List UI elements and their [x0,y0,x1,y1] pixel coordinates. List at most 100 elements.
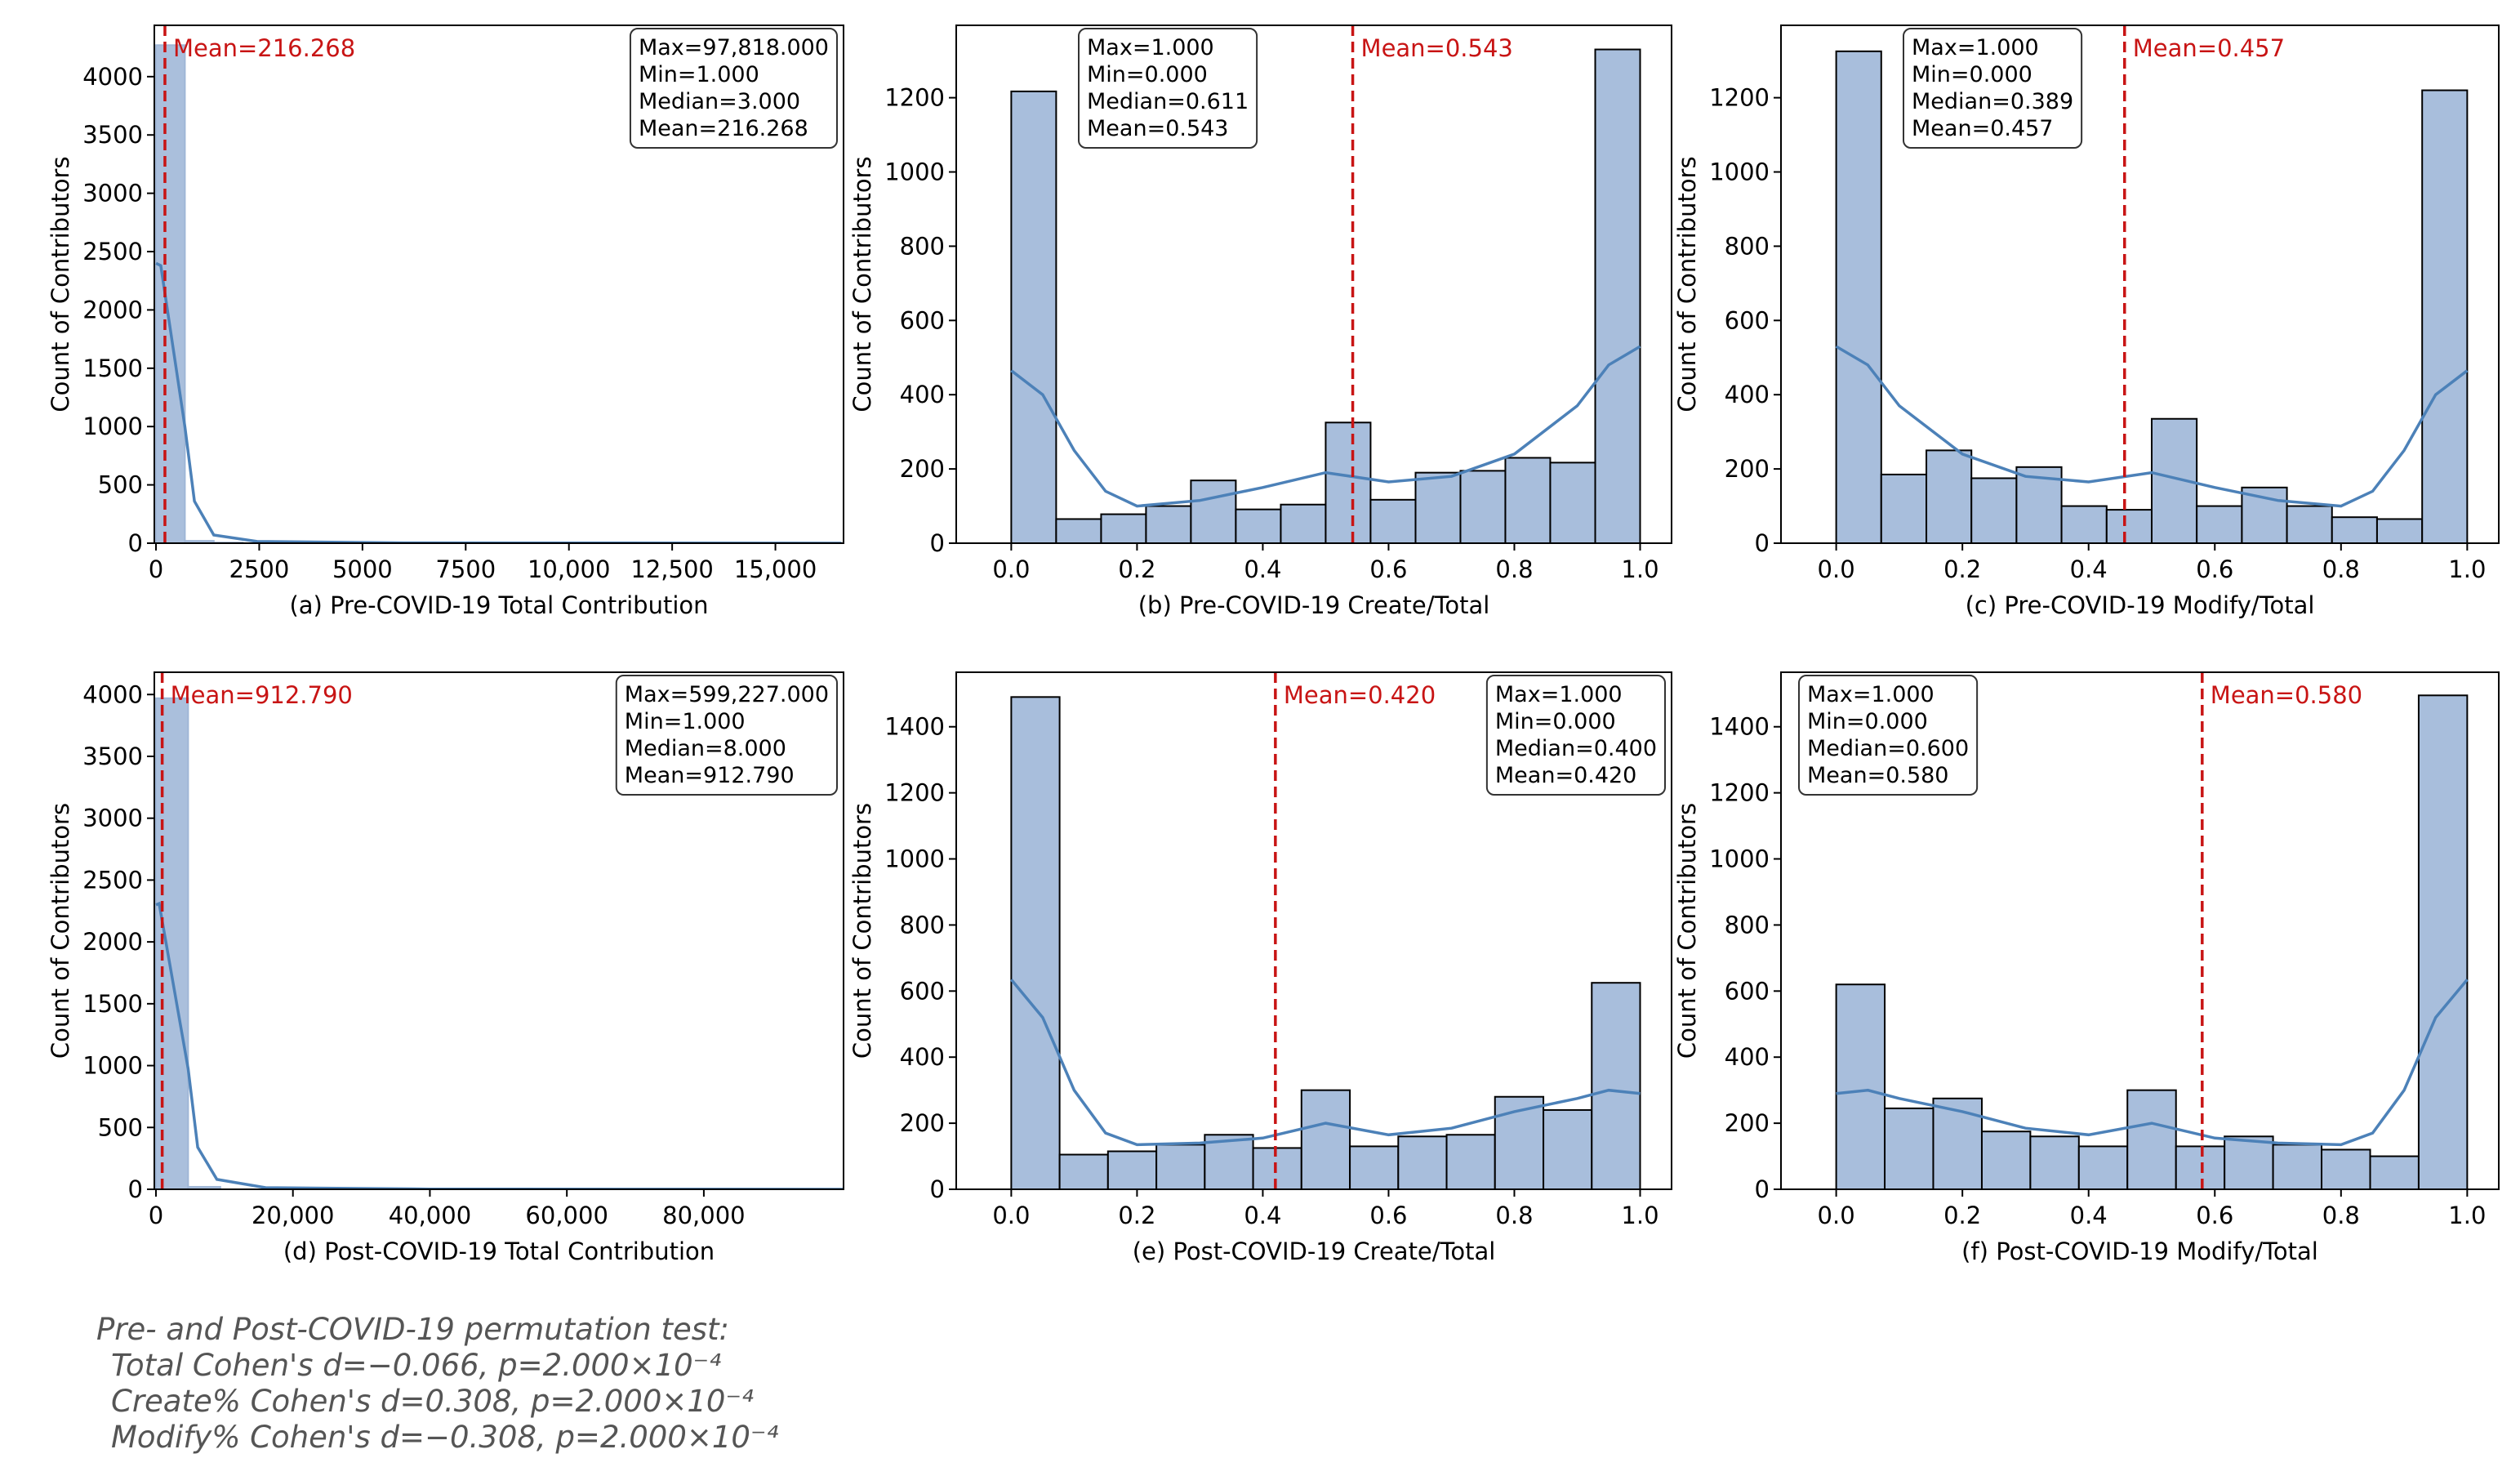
bar [1325,421,1372,543]
kde-line [1835,345,2469,508]
bar [1835,983,1886,1189]
x-tick-label: 10,000 [528,555,610,583]
bar [1504,457,1552,543]
stats-line: Min=1.000 [639,62,759,87]
x-tick-label: 0.2 [1943,1202,1981,1229]
bar [2286,505,2333,543]
y-tick-label: 1200 [1709,84,1770,112]
stats-line: Max=1.000 [1912,35,2039,60]
y-tick-label: 0 [1755,1175,1770,1203]
stats-line: Min=1.000 [625,709,746,734]
stats-line: Median=3.000 [639,89,800,114]
x-tick-label: 12,500 [630,555,713,583]
stats-line: Median=0.389 [1912,89,2073,114]
x-tick-label: 5000 [332,555,393,583]
x-tick-label: 0 [149,1202,163,1229]
x-tick-label: 0.8 [2322,555,2360,583]
bar [2077,1145,2129,1189]
bar [1300,1089,1351,1189]
mean-label: Mean=912.790 [171,681,353,709]
y-tick-label: 0 [1755,529,1770,557]
x-tick-label: 15,000 [734,555,817,583]
x-tick-label: 0.4 [2070,555,2108,583]
x-axis-label: (c) Pre-COVID-19 Modify/Total [1966,591,2315,619]
bar [2331,516,2378,543]
y-tick-label: 2000 [82,296,143,323]
y-tick-label: 600 [900,306,945,334]
bar [1980,1130,2032,1189]
kde-line [155,261,842,543]
bar [1543,1108,1593,1189]
stats-frame [615,675,838,796]
x-tick-label: 0.6 [1369,1202,1407,1229]
bar [1594,48,1641,543]
y-tick-label: 0 [128,1175,143,1203]
stats-frame [1798,675,1979,796]
axes-frame [955,671,1672,1190]
stats-line: Max=1.000 [1807,682,1935,707]
y-tick-label: 0 [930,529,945,557]
y-tick-label: 1200 [884,779,945,807]
y-tick-label: 600 [1725,977,1770,1005]
x-tick-label: 0.8 [1495,555,1533,583]
bar [2060,505,2108,543]
bar [1280,503,1327,543]
y-tick-label: 2500 [82,238,143,265]
bar [2421,89,2469,543]
x-tick-label: 1.0 [2448,1202,2486,1229]
x-tick-label: 0.4 [1244,555,1281,583]
bar [1058,1153,1109,1189]
y-tick-label: 400 [900,1043,945,1071]
y-axis-label: Count of Contributors [1673,156,1701,412]
stats-line: Min=0.000 [1087,62,1208,87]
x-axis-label: (b) Pre-COVID-19 Create/Total [1138,591,1490,619]
x-tick-label: 0.8 [1495,1202,1533,1229]
mean-label: Mean=0.543 [1361,34,1513,62]
y-axis-label: Count of Contributors [848,803,876,1059]
bar [2126,1089,2177,1189]
y-tick-label: 3000 [82,180,143,207]
y-tick-label: 200 [1725,455,1770,483]
y-tick-label: 600 [1725,306,1770,334]
x-axis-label: (d) Post-COVID-19 Total Contribution [283,1237,715,1265]
y-tick-label: 1000 [82,1052,143,1080]
y-tick-label: 3000 [82,805,143,832]
bar [2224,1135,2274,1189]
note-line: Modify% Cohen's d=−0.308, p=2.000×10⁻⁴ [111,1420,778,1455]
bar [1591,982,1641,1189]
bar [2105,509,2153,543]
stats-line: Max=599,227.000 [625,682,829,707]
y-tick-label: 3500 [82,742,143,770]
x-tick-label: 7500 [435,555,496,583]
y-axis-label: Count of Contributors [848,156,876,412]
bar [1414,471,1462,543]
y-axis-label: Count of Contributors [1673,803,1701,1059]
bar [1010,90,1057,543]
y-tick-label: 800 [1725,232,1770,260]
y-tick-label: 4000 [82,680,143,708]
kde-line [155,901,844,1189]
stats-line: Mean=0.543 [1087,116,1228,141]
bar [1145,505,1192,543]
bar [1235,508,1282,543]
bar [2175,1145,2226,1189]
bar [2321,1148,2371,1189]
bar [1369,498,1417,543]
y-axis-label: Count of Contributors [47,156,74,412]
y-tick-label: 1000 [1709,845,1770,873]
x-tick-label: 0.2 [1118,555,1155,583]
bar [1884,1107,1935,1189]
stats-line: Mean=0.420 [1495,763,1636,788]
stats-line: Max=97,818.000 [639,35,829,60]
y-tick-label: 200 [1725,1109,1770,1137]
y-tick-label: 800 [900,911,945,939]
mean-label: Mean=0.457 [2133,34,2285,62]
x-tick-label: 0.4 [2070,1202,2108,1229]
stats-line: Min=0.000 [1495,709,1616,734]
bar [187,1185,221,1189]
x-tick-label: 0.6 [2196,1202,2233,1229]
note-line: Total Cohen's d=−0.066, p=2.000×10⁻⁴ [111,1348,721,1383]
y-tick-label: 0 [930,1175,945,1203]
